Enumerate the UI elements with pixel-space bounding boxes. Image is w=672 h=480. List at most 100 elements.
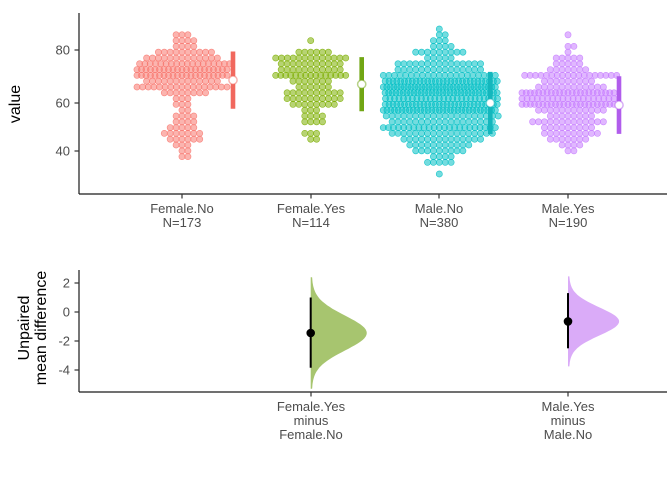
swarm-point	[190, 124, 198, 131]
swarm-point	[336, 89, 344, 97]
y-tick-label: 80	[56, 43, 70, 58]
swarm-point	[570, 77, 578, 85]
swarm-point	[184, 101, 192, 108]
swarm-point	[196, 129, 204, 137]
swarm-point	[272, 72, 280, 79]
swarm-point	[459, 135, 467, 143]
swarm-point	[491, 124, 499, 131]
swarm-point	[301, 101, 309, 108]
swarm-point	[184, 77, 192, 85]
swarm-point	[576, 129, 584, 137]
swarm-point	[429, 66, 437, 73]
swarm-point	[178, 43, 186, 50]
swarm-point	[400, 118, 408, 126]
swarm-point	[301, 48, 309, 56]
swarm-point	[430, 72, 438, 79]
swarm-point	[465, 118, 473, 126]
swarm-point	[424, 112, 431, 120]
swarm-point	[172, 141, 180, 149]
swarm-point	[394, 66, 402, 73]
swarm-point	[564, 124, 572, 131]
swarm-point	[429, 43, 437, 50]
swarm-point	[435, 118, 443, 126]
swarm-point	[564, 54, 572, 62]
swarm-point	[441, 112, 449, 120]
swarm-point	[301, 54, 309, 62]
swarm-point	[208, 54, 215, 62]
swarm-point	[160, 54, 168, 62]
swarm-point	[178, 118, 186, 126]
swarm-point	[406, 66, 414, 73]
swarm-point	[582, 106, 590, 114]
swarm-point	[424, 118, 431, 126]
swarm-point	[447, 43, 455, 50]
swarm-point	[313, 95, 320, 102]
swarm-point	[441, 37, 449, 44]
swarm-point	[424, 48, 431, 56]
swarm-point	[429, 141, 437, 149]
swarm-point	[172, 124, 180, 131]
swarm-point	[582, 77, 590, 85]
swarm-point	[184, 89, 192, 97]
swarm-point	[429, 158, 437, 166]
swarm-point	[429, 118, 437, 126]
swarm-point	[406, 129, 414, 137]
swarm-point	[535, 106, 542, 114]
swarm-point	[429, 153, 437, 160]
swarm-point	[412, 60, 420, 68]
swarm-point	[172, 101, 180, 108]
swarm-point	[465, 129, 473, 137]
swarm-point	[184, 135, 192, 143]
swarm-point	[161, 83, 169, 91]
swarm-point	[412, 129, 420, 137]
swarm-point	[459, 112, 467, 120]
swarm-point	[541, 129, 548, 137]
swarm-point	[394, 112, 402, 120]
swarm-point	[471, 112, 479, 120]
swarm-point	[144, 83, 152, 91]
y-tick-label: -4	[58, 363, 70, 378]
swarm-point	[582, 118, 590, 126]
swarm-point	[190, 37, 198, 44]
swarm-point	[552, 83, 560, 91]
swarm-point	[564, 66, 572, 73]
swarm-point	[324, 89, 332, 97]
swarm-point	[435, 147, 443, 155]
comparison-label: Female.No	[279, 427, 343, 442]
swarm-point	[295, 48, 303, 56]
swarm-point	[196, 135, 204, 143]
group-n-label: N=173	[163, 215, 202, 230]
swarm-point	[172, 54, 180, 62]
swarm-point	[424, 60, 431, 68]
swarm-point	[576, 54, 584, 62]
swarm-point	[172, 95, 180, 102]
swarm-point	[447, 66, 455, 73]
swarm-point	[379, 124, 387, 131]
swarm-point	[394, 129, 402, 137]
swarm-point	[184, 124, 192, 131]
swarm-point	[558, 112, 566, 120]
swarm-point	[564, 48, 572, 56]
swarm-point	[441, 118, 449, 126]
swarm-point	[319, 112, 326, 120]
swarm-point	[307, 60, 315, 68]
swarm-point	[295, 54, 303, 62]
swarm-point	[610, 95, 618, 102]
swarm-point	[213, 54, 221, 62]
swarm-point	[418, 112, 425, 120]
swarm-point	[319, 60, 326, 68]
swarm-point	[172, 43, 180, 50]
swarm-point	[313, 89, 320, 97]
swarm-point	[471, 118, 479, 126]
swarm-point	[324, 83, 332, 91]
swarm-point	[447, 141, 455, 149]
swarm-point	[570, 54, 578, 62]
swarm-point	[172, 37, 180, 44]
swarm-point	[458, 72, 466, 79]
swarm-point	[570, 60, 578, 68]
swarm-point	[570, 129, 578, 137]
swarm-point	[196, 48, 204, 56]
swarm-point	[518, 89, 526, 97]
swarm-point	[307, 129, 315, 137]
